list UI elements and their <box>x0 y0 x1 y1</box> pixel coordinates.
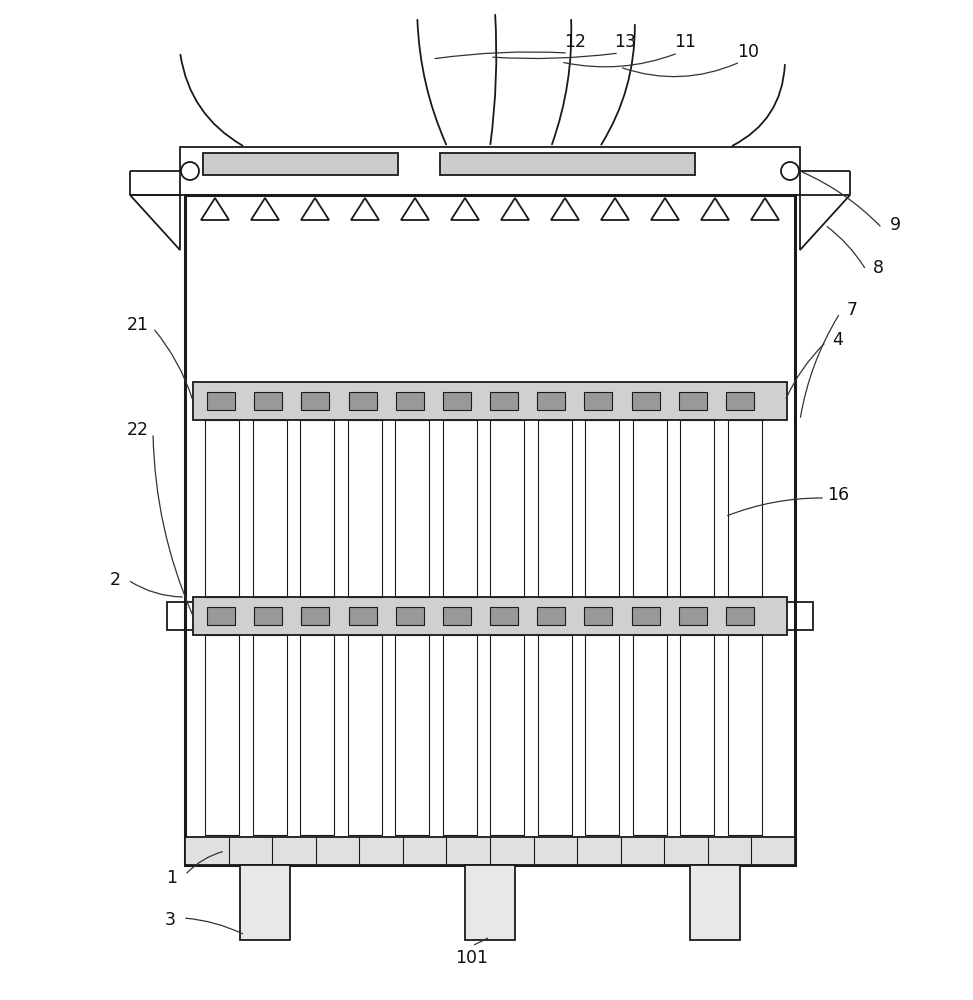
Bar <box>207 607 235 625</box>
Text: 2: 2 <box>110 571 121 589</box>
Bar <box>185 837 795 865</box>
Text: 101: 101 <box>455 949 488 967</box>
Bar <box>443 392 471 410</box>
Bar <box>185 195 795 865</box>
Bar <box>253 420 286 597</box>
Bar <box>348 607 377 625</box>
Bar <box>395 635 429 835</box>
Bar <box>465 865 515 940</box>
Text: 21: 21 <box>127 316 149 334</box>
Bar <box>490 607 518 625</box>
Bar <box>690 865 740 940</box>
Bar <box>440 153 695 175</box>
Bar <box>678 392 706 410</box>
Bar <box>680 635 714 835</box>
Bar <box>205 635 239 835</box>
Text: 10: 10 <box>737 43 759 61</box>
Bar <box>585 420 619 597</box>
Bar <box>537 635 571 835</box>
Bar <box>207 392 235 410</box>
Bar <box>726 607 754 625</box>
Bar <box>205 420 239 597</box>
Bar <box>443 635 477 835</box>
Bar <box>490 392 518 410</box>
Bar <box>193 597 787 635</box>
Bar <box>490 420 524 597</box>
Bar <box>443 607 471 625</box>
Text: 1: 1 <box>166 869 177 887</box>
Bar <box>537 607 565 625</box>
Bar <box>728 635 762 835</box>
Text: 7: 7 <box>847 301 857 319</box>
Bar <box>167 602 813 630</box>
Bar <box>254 607 282 625</box>
Bar <box>631 607 660 625</box>
Bar <box>631 392 660 410</box>
Bar <box>193 382 787 420</box>
Text: 16: 16 <box>827 486 849 504</box>
Bar <box>395 420 429 597</box>
Bar <box>347 635 381 835</box>
Bar <box>203 153 398 175</box>
Bar <box>537 420 571 597</box>
Bar <box>254 392 282 410</box>
Bar <box>302 392 329 410</box>
Bar <box>396 392 423 410</box>
Bar <box>726 392 754 410</box>
Bar <box>585 607 612 625</box>
Bar <box>728 420 762 597</box>
Bar <box>300 635 334 835</box>
Text: 22: 22 <box>127 421 149 439</box>
Text: 11: 11 <box>674 33 696 51</box>
Bar <box>302 607 329 625</box>
Bar <box>632 420 667 597</box>
Bar <box>490 635 524 835</box>
Text: 13: 13 <box>614 33 636 51</box>
Bar <box>348 392 377 410</box>
Bar <box>678 607 706 625</box>
Bar <box>585 392 612 410</box>
Bar <box>537 392 565 410</box>
Text: 8: 8 <box>873 259 883 277</box>
Text: 3: 3 <box>164 911 175 929</box>
Circle shape <box>781 162 799 180</box>
Text: 12: 12 <box>564 33 586 51</box>
Text: 9: 9 <box>889 216 901 234</box>
Bar <box>347 420 381 597</box>
Circle shape <box>181 162 199 180</box>
Bar <box>396 607 423 625</box>
Bar <box>180 147 800 195</box>
Bar <box>443 420 477 597</box>
Bar <box>680 420 714 597</box>
Bar <box>632 635 667 835</box>
Bar <box>300 420 334 597</box>
Bar <box>585 635 619 835</box>
Text: 4: 4 <box>833 331 844 349</box>
Bar <box>253 635 286 835</box>
Bar <box>240 865 290 940</box>
